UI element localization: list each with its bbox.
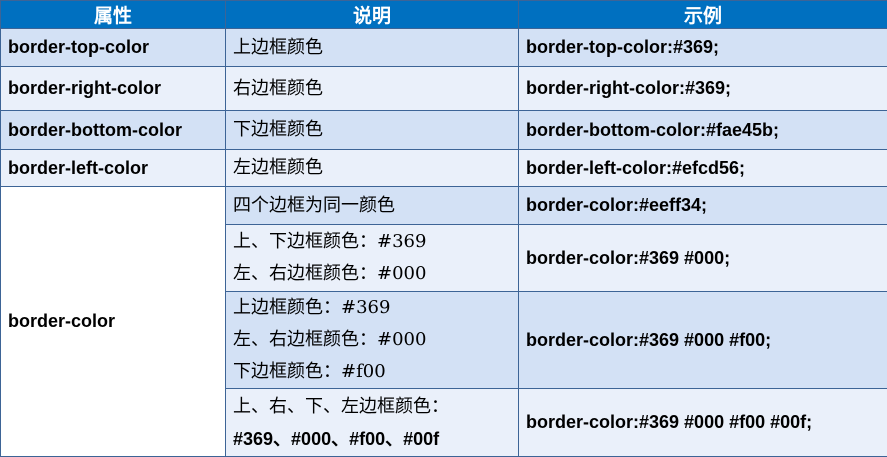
header-example: 示例	[518, 0, 887, 29]
description-cell: 上边框颜色	[225, 28, 519, 67]
description-line: #369、#000、#f00、#00f	[233, 428, 440, 449]
description-line: 上边框颜色：#369	[233, 297, 391, 318]
example-cell: border-left-color:#efcd56;	[518, 149, 887, 187]
example-cell: border-color:#369 #000 #f00 #00f;	[518, 388, 887, 457]
description-line: 下边框颜色：#f00	[233, 361, 386, 382]
example-cell: border-top-color:#369;	[518, 28, 887, 67]
table-row: border-color 四个边框为同一颜色 border-color:#eef…	[0, 186, 887, 457]
description-cell: 右边框颜色	[225, 66, 519, 111]
description-cell: 上、右、下、左边框颜色： #369、#000、#f00、#00f	[225, 388, 519, 457]
description-cell: 上边框颜色：#369 左、右边框颜色：#000 下边框颜色：#f00	[225, 291, 519, 389]
property-cell: border-bottom-color	[0, 110, 226, 150]
header-property: 属性	[0, 0, 226, 29]
table-row: border-bottom-color 下边框颜色 border-bottom-…	[0, 110, 887, 150]
example-cell: border-right-color:#369;	[518, 66, 887, 111]
table-row: border-left-color 左边框颜色 border-left-colo…	[0, 149, 887, 187]
description-line: 左、右边框颜色：#000	[233, 329, 427, 350]
property-cell: border-color	[0, 186, 226, 457]
header-description: 说明	[225, 0, 519, 29]
example-cell: border-color:#369 #000 #f00;	[518, 291, 887, 389]
description-line: 上、下边框颜色：#369	[233, 231, 427, 252]
description-line: 上、右、下、左边框颜色：	[233, 395, 449, 417]
table-row: 上边框颜色：#369 左、右边框颜色：#000 下边框颜色：#f00 borde…	[1, 291, 887, 389]
table-row: border-top-color 上边框颜色 border-top-color:…	[0, 28, 887, 67]
description-line: 左、右边框颜色：#000	[233, 263, 427, 284]
description-cell: 四个边框为同一颜色	[225, 186, 519, 225]
property-cell: border-left-color	[0, 149, 226, 187]
table-row: border-right-color 右边框颜色 border-right-co…	[0, 66, 887, 111]
description-cell: 左边框颜色	[225, 149, 519, 187]
example-cell: border-bottom-color:#fae45b;	[518, 110, 887, 150]
table-row: 上、下边框颜色：#369 左、右边框颜色：#000 border-color:#…	[1, 224, 887, 292]
example-cell: border-color:#eeff34;	[518, 186, 887, 225]
property-cell: border-top-color	[0, 28, 226, 67]
example-cell: border-color:#369 #000;	[518, 224, 887, 292]
property-cell: border-right-color	[0, 66, 226, 111]
description-cell: 下边框颜色	[225, 110, 519, 150]
header-row: 属性 说明 示例	[0, 0, 887, 29]
description-cell: 上、下边框颜色：#369 左、右边框颜色：#000	[225, 224, 519, 292]
table-row: 上、右、下、左边框颜色： #369、#000、#f00、#00f border-…	[1, 388, 887, 457]
